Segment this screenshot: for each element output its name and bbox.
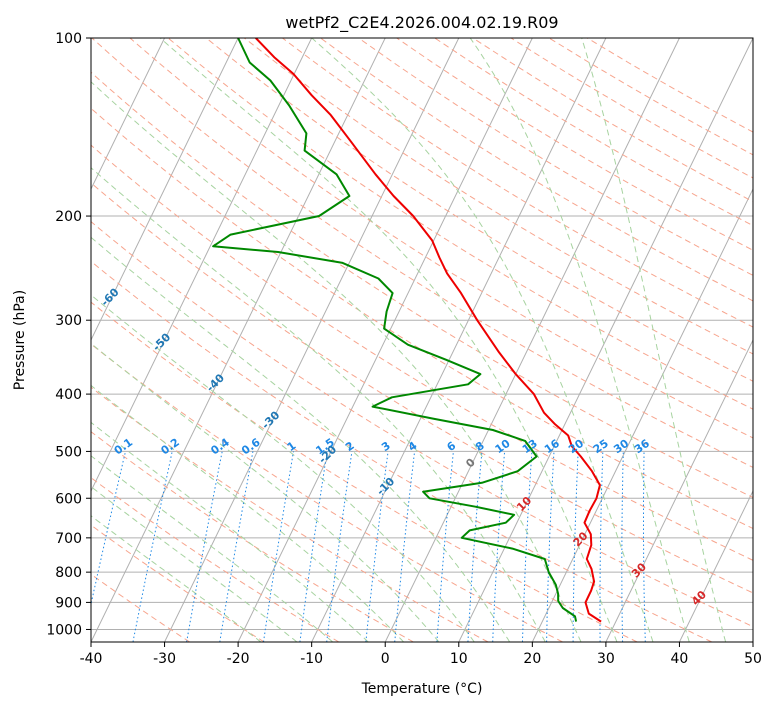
dry-adiabat-line: [91, 220, 753, 628]
dry-adiabat-lines: [91, 38, 753, 642]
profile-series: [212, 38, 602, 623]
mixing-ratio-line: [263, 451, 294, 642]
mixing-ratio-line: [394, 451, 416, 642]
dry-adiabat-line: [320, 38, 753, 302]
dry-adiabat-line: [91, 301, 638, 642]
temperature-profile-line: [255, 38, 602, 623]
moist-adiabat-line: [469, 38, 690, 642]
moist-adiabat-line: [91, 81, 582, 642]
isotherm-line: [384, 38, 680, 642]
x-tick-label: 30: [597, 651, 615, 667]
isotherm-line: [91, 38, 386, 642]
isotherm-line: [237, 38, 533, 642]
y-tick-label: 1000: [46, 622, 82, 638]
moist-adiabat-line: [581, 38, 727, 642]
dry-adiabat-line: [91, 477, 340, 642]
mixing-ratio-line: [365, 451, 389, 642]
x-tick-label: 40: [671, 651, 689, 667]
y-axis-ticks: 100 200 300 400 500 600 700 800 900 1000: [46, 31, 91, 638]
y-tick-label: 300: [55, 313, 82, 329]
x-tick-label: -40: [80, 651, 103, 667]
plot-frame: [90, 37, 754, 643]
mixing-ratio-line: [326, 451, 353, 642]
isotherm-line: [678, 489, 753, 642]
moist-adiabat-line: [311, 38, 654, 642]
dry-adiabat-line: [91, 71, 753, 499]
dry-adiabat-line: [91, 431, 414, 642]
x-tick-label: -10: [300, 651, 323, 667]
moist-adiabat-line: [91, 294, 475, 642]
y-tick-label: 400: [55, 387, 82, 403]
x-axis-label: Temperature (°C): [361, 681, 483, 697]
x-tick-label: -30: [153, 651, 176, 667]
dry-adiabat-line: [91, 144, 753, 561]
moist-adiabat-line: [91, 515, 262, 642]
y-tick-label: 700: [55, 531, 82, 547]
dewpoint-profile-line: [212, 38, 578, 622]
dry-adiabat-line: [91, 573, 190, 642]
moist-adiabat-line: [91, 342, 440, 642]
mixing-ratio-line: [299, 451, 328, 642]
dry-adiabat-line: [167, 38, 753, 410]
y-tick-label: 500: [55, 444, 82, 460]
y-tick-label: 800: [55, 565, 82, 581]
isotherm-line: [91, 38, 313, 493]
y-tick-label: 600: [55, 491, 82, 507]
moist-adiabat-line: [159, 38, 618, 642]
y-axis-label: Pressure (hPa): [12, 290, 28, 390]
moist-adiabat-line: [91, 384, 404, 642]
moist-adiabat-line: [91, 455, 334, 642]
isotherm-line: [458, 38, 753, 642]
dry-adiabat-line: [91, 386, 489, 642]
dry-adiabat-line: [91, 107, 753, 530]
x-tick-label: 20: [523, 651, 541, 667]
dry-adiabat-line: [91, 260, 713, 642]
x-tick-label: 50: [744, 651, 762, 667]
isotherm-line: [164, 38, 460, 642]
isotherm-line: [605, 338, 753, 642]
mixing-ratio-lines: [91, 451, 646, 642]
y-tick-label: 100: [55, 31, 82, 47]
dry-adiabat-line: [91, 182, 753, 594]
moist-adiabat-line: [91, 236, 511, 642]
isotherm-line: [531, 187, 753, 642]
y-tick-label: 200: [55, 209, 82, 225]
isotherm-line: [91, 38, 166, 191]
dry-adiabat-line: [205, 38, 753, 382]
x-tick-label: 10: [450, 651, 468, 667]
moist-adiabat-line: [91, 421, 369, 642]
x-axis-ticks: -40 -30 -20 -10 0 10 20 30 40 50: [80, 642, 762, 667]
chart-title: wetPf2_C2E4.2026.004.02.19.R09: [285, 13, 558, 33]
x-tick-label: 0: [381, 651, 390, 667]
x-tick-label: -20: [227, 651, 250, 667]
dry-adiabat-line: [91, 343, 563, 642]
y-tick-label: 900: [55, 595, 82, 611]
